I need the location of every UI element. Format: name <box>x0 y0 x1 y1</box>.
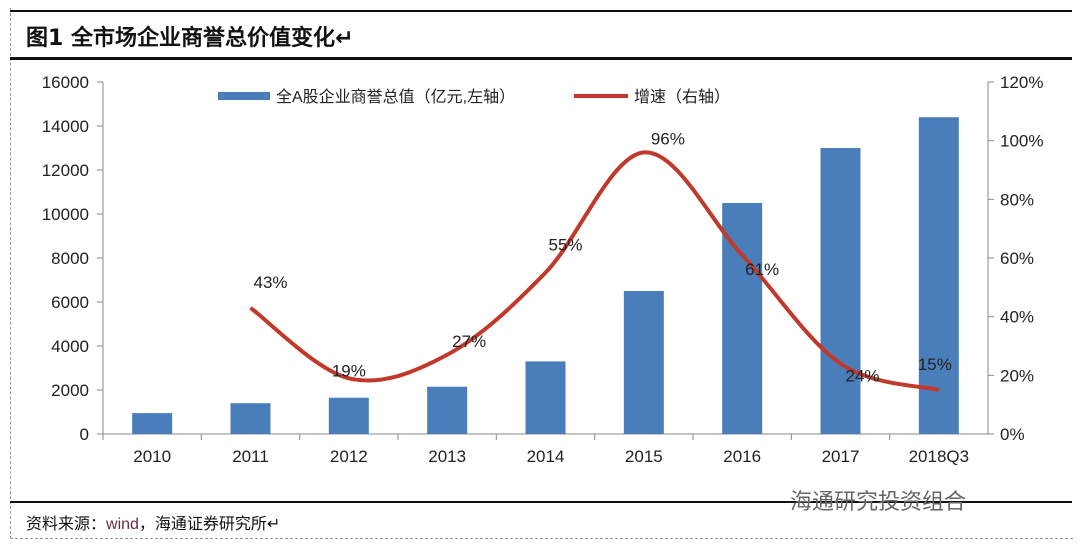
y-tick-label: 2000 <box>51 381 89 400</box>
y2-tick-label: 100% <box>1000 132 1043 151</box>
data-label-2012: 19% <box>332 361 366 380</box>
data-label-2014: 55% <box>548 236 582 255</box>
bar-2017 <box>820 148 861 434</box>
y-tick-label: 12000 <box>42 161 89 180</box>
figure-frame <box>10 8 1073 539</box>
x-tick-label: 2016 <box>723 447 761 466</box>
bar-2012 <box>328 397 369 434</box>
y2-tick-label: 120% <box>1000 73 1043 92</box>
legend-bar-label: 全A股企业商誉总值（亿元,左轴） <box>276 88 515 106</box>
source-prefix: 资料来源： <box>26 514 107 533</box>
data-label-2013: 27% <box>452 332 486 351</box>
source-suffix: ，海通证券研究所↵ <box>138 514 281 533</box>
x-tick-label: 2012 <box>330 447 368 466</box>
bar-2015 <box>623 291 664 434</box>
y2-tick-label: 60% <box>1000 249 1034 268</box>
y-tick-label: 8000 <box>51 249 89 268</box>
data-label-2016: 61% <box>745 260 779 279</box>
data-label-2017: 24% <box>845 367 879 386</box>
title-rule <box>10 57 1072 60</box>
data-label-2011: 43% <box>253 273 287 292</box>
data-label-2015: 96% <box>651 129 685 148</box>
figure-title: 图1 全市场企业商誉总价值变化↵ <box>26 26 354 51</box>
y-tick-label: 0 <box>80 425 89 444</box>
bar-2018Q3 <box>918 117 959 434</box>
x-tick-label: 2017 <box>822 447 860 466</box>
source-note: 资料来源：wind，海通证券研究所↵ <box>26 510 280 534</box>
y-tick-label: 4000 <box>51 337 89 356</box>
x-tick-label: 2018Q3 <box>909 447 970 466</box>
watermark: 海通研究投资组合 <box>790 490 967 515</box>
legend: 全A股企业商誉总值（亿元,左轴） 增速（右轴） <box>218 88 730 106</box>
legend-line-label: 增速（右轴） <box>634 88 730 106</box>
source-wind: wind <box>106 516 139 533</box>
x-tick-label: 2014 <box>527 447 565 466</box>
y-tick-label: 10000 <box>42 205 89 224</box>
bar-2013 <box>427 386 468 434</box>
y-tick-label: 14000 <box>42 117 89 136</box>
bar-2010 <box>132 413 173 434</box>
data-label-2018Q3: 15% <box>918 355 952 374</box>
x-tick-label: 2015 <box>625 447 663 466</box>
bar-2014 <box>525 361 566 434</box>
y2-tick-label: 40% <box>1000 308 1034 327</box>
top-rule <box>10 10 1072 12</box>
y2-tick-label: 0% <box>1000 425 1025 444</box>
y2-tick-label: 80% <box>1000 190 1034 209</box>
y-tick-label: 16000 <box>42 73 89 92</box>
y-tick-label: 6000 <box>51 293 89 312</box>
bar-2011 <box>230 403 271 434</box>
x-tick-label: 2011 <box>232 447 269 466</box>
x-tick-label: 2010 <box>133 447 171 466</box>
growth-line <box>249 150 940 392</box>
y2-tick-label: 20% <box>1000 366 1034 385</box>
bottom-rule <box>10 501 1072 503</box>
legend-bar-swatch <box>218 92 270 100</box>
x-tick-label: 2013 <box>428 447 466 466</box>
